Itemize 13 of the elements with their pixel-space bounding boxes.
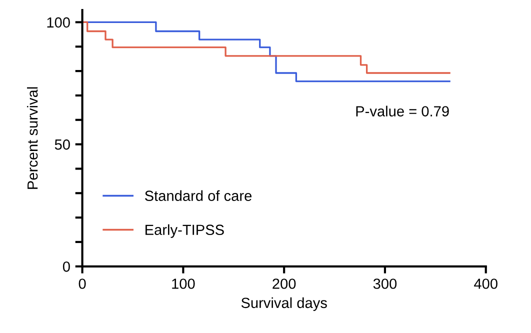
legend-label: Standard of care xyxy=(145,190,252,201)
y-tick-label: 0 xyxy=(62,262,70,272)
x-tick-label: 100 xyxy=(172,278,195,289)
x-tick-label: 300 xyxy=(373,278,397,289)
x-tick-label: 200 xyxy=(272,278,296,289)
x-tick-label: 0 xyxy=(78,278,86,289)
annotation: P-value = 0.79 xyxy=(356,106,449,116)
y-tick-label: 100 xyxy=(47,17,70,28)
y-tick-label: 50 xyxy=(54,139,70,150)
x-axis-title: Survival days xyxy=(241,297,327,311)
y-axis-title: Percent survival xyxy=(27,87,38,189)
legend-label: Early-TIPSS xyxy=(146,224,224,238)
x-tick-label: 400 xyxy=(474,278,498,289)
